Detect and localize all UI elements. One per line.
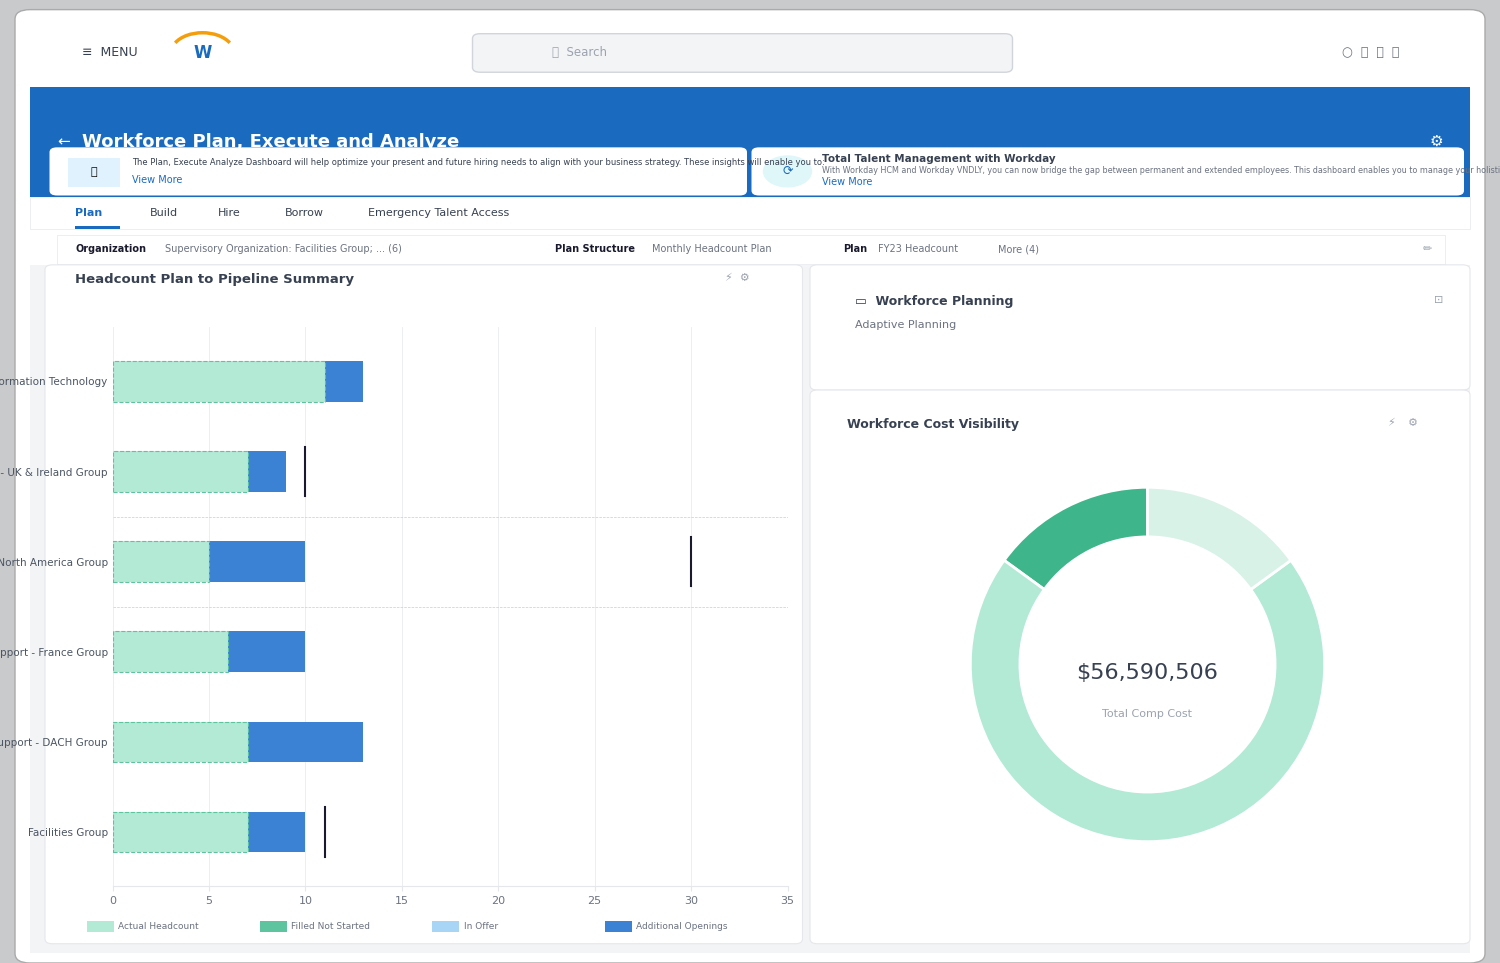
Text: View More: View More: [132, 175, 183, 185]
Bar: [87, 921, 114, 932]
Text: Filled Not Started: Filled Not Started: [291, 922, 370, 931]
Text: Emergency Talent Access: Emergency Talent Access: [368, 208, 508, 218]
Text: ⊡: ⊡: [1434, 295, 1443, 304]
Text: Plan Structure: Plan Structure: [555, 245, 634, 254]
Bar: [260, 921, 286, 932]
Bar: [112, 541, 209, 582]
Wedge shape: [1148, 487, 1292, 589]
Bar: [112, 361, 324, 402]
Circle shape: [170, 32, 236, 74]
Bar: [248, 452, 286, 492]
Bar: [75, 226, 120, 229]
Text: ≡  MENU: ≡ MENU: [82, 46, 138, 60]
Bar: [30, 265, 1470, 953]
Text: Monthly Headcount Plan: Monthly Headcount Plan: [652, 245, 772, 254]
Bar: [604, 921, 631, 932]
FancyBboxPatch shape: [810, 265, 1470, 390]
Bar: [30, 197, 1470, 229]
Text: Workforce Plan, Execute and Analyze: Workforce Plan, Execute and Analyze: [82, 133, 459, 150]
Bar: [68, 158, 120, 187]
Text: Plan: Plan: [843, 245, 867, 254]
Text: Borrow: Borrow: [285, 208, 324, 218]
Text: More (4): More (4): [998, 245, 1038, 254]
Text: Hire: Hire: [217, 208, 240, 218]
Text: View More: View More: [822, 177, 873, 187]
Bar: [228, 632, 306, 672]
FancyBboxPatch shape: [752, 147, 1464, 195]
Text: ←: ←: [57, 134, 69, 149]
Text: Total Comp Cost: Total Comp Cost: [1102, 709, 1192, 719]
Text: ⚡: ⚡: [1388, 418, 1395, 428]
Text: In Offer: In Offer: [464, 922, 498, 931]
Bar: [209, 541, 306, 582]
Text: ⚙: ⚙: [1407, 418, 1418, 428]
Bar: [112, 452, 248, 492]
Text: Actual Headcount: Actual Headcount: [118, 922, 200, 931]
Text: ✏: ✏: [1424, 245, 1432, 254]
Text: With Workday HCM and Workday VNDLY, you can now bridge the gap between permanent: With Workday HCM and Workday VNDLY, you …: [822, 166, 1500, 174]
Bar: [112, 721, 248, 762]
Bar: [112, 632, 228, 672]
Bar: [57, 235, 1444, 264]
Text: ⟳: ⟳: [783, 165, 792, 178]
Bar: [248, 812, 306, 852]
Wedge shape: [1004, 487, 1148, 589]
Text: $56,590,506: $56,590,506: [1077, 664, 1218, 684]
Text: Build: Build: [150, 208, 178, 218]
FancyBboxPatch shape: [472, 34, 1013, 72]
Bar: [248, 721, 363, 762]
Bar: [432, 921, 459, 932]
Text: Workforce Cost Visibility: Workforce Cost Visibility: [847, 418, 1020, 430]
Circle shape: [764, 156, 812, 187]
Text: Total Talent Management with Workday: Total Talent Management with Workday: [822, 154, 1056, 164]
FancyBboxPatch shape: [810, 390, 1470, 944]
Text: Headcount Plan to Pipeline Summary: Headcount Plan to Pipeline Summary: [75, 273, 354, 286]
Text: FY23 Headcount: FY23 Headcount: [878, 245, 957, 254]
Bar: [112, 541, 209, 582]
Text: The Plan, Execute Analyze Dashboard will help optimize your present and future h: The Plan, Execute Analyze Dashboard will…: [132, 158, 825, 167]
Text: Adaptive Planning: Adaptive Planning: [855, 320, 957, 329]
FancyBboxPatch shape: [45, 265, 802, 944]
Text: Organization: Organization: [75, 245, 146, 254]
Text: Additional Openings: Additional Openings: [636, 922, 728, 931]
Bar: [30, 19, 1470, 87]
Text: W: W: [194, 44, 211, 62]
FancyBboxPatch shape: [50, 147, 747, 195]
Text: ○  🔔  📋  👤: ○ 🔔 📋 👤: [1342, 46, 1400, 60]
Text: ▭  Workforce Planning: ▭ Workforce Planning: [855, 295, 1014, 307]
FancyBboxPatch shape: [15, 10, 1485, 963]
Bar: [112, 632, 228, 672]
Text: Plan: Plan: [75, 208, 102, 218]
Text: ⚙: ⚙: [1430, 134, 1443, 149]
Bar: [112, 361, 324, 402]
Text: 📊: 📊: [90, 168, 98, 177]
Bar: [112, 452, 248, 492]
Bar: [30, 87, 1470, 197]
Text: Supervisory Organization: Facilities Group; ... (6): Supervisory Organization: Facilities Gro…: [165, 245, 402, 254]
Bar: [112, 812, 248, 852]
Text: ⚡  ⚙: ⚡ ⚙: [726, 273, 750, 283]
Bar: [112, 721, 248, 762]
Bar: [324, 361, 363, 402]
Wedge shape: [970, 560, 1324, 842]
Bar: [112, 812, 248, 852]
Text: 🔍  Search: 🔍 Search: [552, 46, 608, 60]
